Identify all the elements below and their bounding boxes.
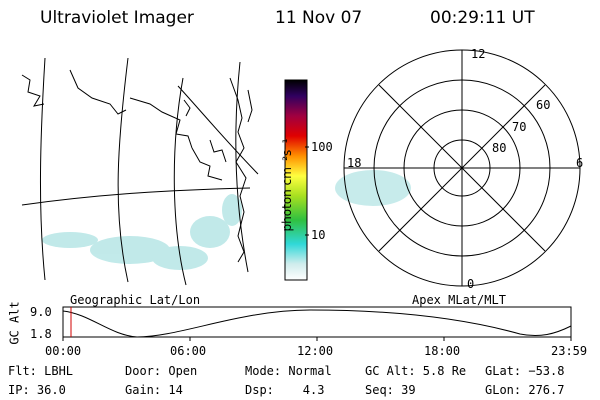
ip-status: IP: 36.0 (8, 383, 66, 397)
time-tick-2359: 23:59 (551, 344, 588, 358)
mode-status: Mode: Normal (245, 364, 332, 378)
date-label: 11 Nov 07 (275, 8, 363, 28)
time-label: 00:29:11 UT (430, 8, 535, 28)
seq-status: Seq: 39 (365, 383, 416, 397)
lat-label-80: 80 (492, 141, 507, 155)
mlt-label-6: 6 (576, 156, 584, 170)
gain-status: Gain: 14 (125, 383, 183, 397)
polar-aurora (335, 170, 411, 206)
time-tick-1200: 12:00 (297, 344, 334, 358)
dsp-status: Dsp: 4.3 (245, 383, 325, 397)
colorbar-tick-100: 100 (311, 140, 333, 154)
colorbar (284, 79, 309, 281)
geographic-title: Geographic Lat/Lon (70, 293, 201, 307)
mlt-label-18: 18 (347, 156, 362, 170)
glat-status: GLat: −53.8 (485, 364, 565, 378)
alt-tick-1-8: 1.8 (30, 327, 52, 341)
filter-status: Flt: LBHL (8, 364, 74, 378)
polar-plot (335, 49, 581, 287)
geographic-map (21, 57, 259, 286)
gc-alt-status: GC Alt: 5.8 Re (365, 364, 467, 378)
altitude-plot (62, 306, 572, 341)
mlt-label-0: 0 (467, 277, 475, 291)
glon-status: GLon: 276.7 (485, 383, 565, 397)
instrument-title: Ultraviolet Imager (40, 8, 194, 28)
aurora-emission (42, 194, 242, 270)
colorbar-tick-10: 10 (311, 228, 326, 242)
door-status: Door: Open (125, 364, 198, 378)
colorbar-unit-label: photon cm⁻²s⁻¹ (280, 138, 294, 232)
time-tick-0000: 00:00 (45, 344, 82, 358)
lat-label-70: 70 (512, 120, 527, 134)
lat-label-60: 60 (536, 98, 551, 112)
mlt-label-12: 12 (471, 47, 486, 61)
time-tick-1800: 18:00 (424, 344, 461, 358)
time-tick-0600: 06:00 (170, 344, 207, 358)
alt-tick-9: 9.0 (30, 305, 52, 319)
alt-axis-label: GC Alt (7, 301, 22, 345)
apex-title: Apex MLat/MLT (412, 293, 506, 307)
